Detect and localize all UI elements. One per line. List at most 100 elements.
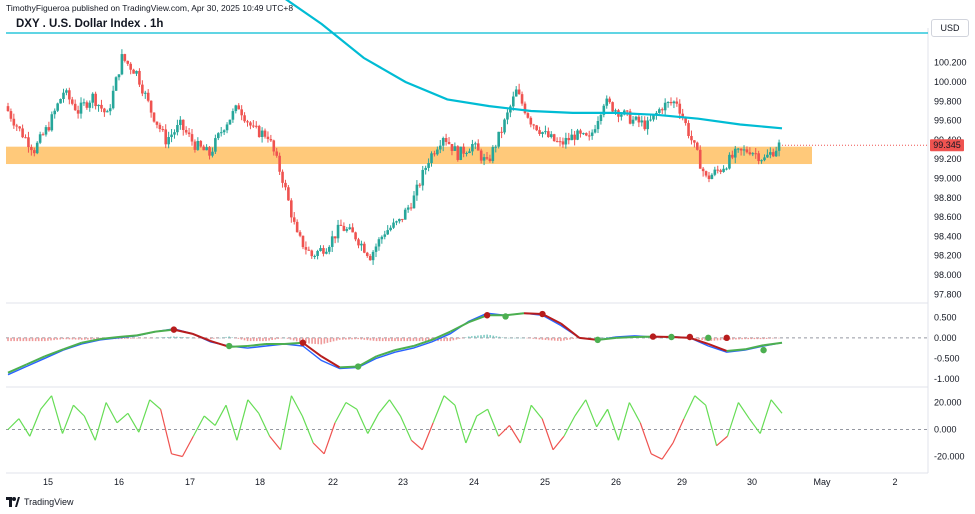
macd-histogram-bar — [16, 337, 19, 342]
osc-line-segment — [61, 404, 74, 434]
osc-line-segment — [607, 409, 620, 441]
macd-histogram-bar — [406, 337, 409, 342]
macd-signal-segment — [81, 338, 101, 344]
candle-body — [634, 116, 638, 120]
candle-body — [728, 154, 731, 169]
candle-body — [219, 132, 223, 134]
price-tick-label: 99.600 — [934, 116, 962, 126]
candle-body — [181, 119, 185, 130]
candle-body — [56, 103, 59, 111]
candle-body — [438, 145, 442, 150]
osc-line-segment — [18, 418, 31, 437]
macd-histogram-bar — [762, 337, 765, 340]
candle-body — [544, 131, 547, 133]
macd-histogram-bar — [157, 337, 160, 339]
candle-body — [503, 119, 506, 133]
macd-histogram-bar — [747, 337, 750, 340]
candle-body — [529, 117, 533, 125]
macd-fast-line — [7, 312, 783, 376]
macd-cross-dot — [354, 363, 362, 370]
macd-histogram-bar — [169, 336, 172, 338]
candle-body — [447, 141, 451, 145]
macd-signal-segment — [394, 345, 414, 352]
candle-body — [164, 129, 168, 145]
price-tick-label: 100.200 — [934, 58, 967, 68]
macd-signal-segment — [744, 344, 764, 351]
macd-histogram-bar — [252, 337, 255, 342]
macd-histogram-bar — [477, 335, 479, 338]
candle-body — [599, 114, 603, 122]
candle-body — [158, 124, 162, 130]
candle-body — [441, 138, 445, 146]
candle-body — [389, 227, 392, 231]
macd-histogram-bar — [498, 336, 501, 338]
x-tick-label: 25 — [540, 477, 550, 487]
candle-body — [85, 102, 89, 108]
candle-body — [436, 149, 439, 155]
candle-body — [53, 110, 57, 115]
macd-histogram-bar — [646, 337, 648, 339]
macd-tick-label: 0.000 — [934, 333, 957, 343]
candle-body — [199, 140, 203, 147]
macd-histogram-bar — [363, 337, 366, 340]
candle-body — [763, 157, 766, 161]
candle-body — [325, 251, 328, 254]
candle-body — [430, 153, 433, 164]
candle-body — [459, 146, 463, 160]
macd-signal-segment — [413, 338, 433, 347]
candle-body — [669, 102, 673, 104]
candle-body — [327, 246, 331, 252]
macd-histogram-bar — [572, 337, 574, 339]
macd-histogram-bar — [354, 337, 356, 340]
macd-cross-dot — [760, 346, 767, 354]
candle-body — [403, 209, 407, 220]
macd-histogram-bar — [765, 337, 768, 339]
macd-histogram-bar — [326, 337, 329, 343]
osc-tick-label: 20.000 — [934, 398, 962, 408]
candle-body — [713, 169, 717, 175]
candle-body — [462, 146, 465, 154]
macd-signal-segment — [431, 330, 451, 341]
candle-body — [351, 227, 354, 233]
macd-histogram-bar — [649, 337, 651, 339]
candle-body — [652, 114, 655, 120]
osc-line-segment — [748, 418, 761, 434]
macd-signal-segment — [62, 341, 83, 351]
candle-body — [322, 248, 325, 254]
macd-histogram-bar — [249, 337, 252, 342]
candle-body — [79, 102, 83, 114]
candle-body — [590, 132, 594, 136]
macd-tick-label: 0.500 — [934, 312, 957, 322]
macd-histogram-bar — [87, 337, 89, 340]
macd-histogram-bar — [535, 337, 538, 340]
macd-histogram-bar — [240, 337, 243, 340]
candle-body — [620, 114, 623, 117]
macd-histogram-bar — [277, 337, 280, 339]
candle-body — [491, 147, 495, 162]
candle-body — [117, 74, 121, 78]
candle-body — [167, 137, 170, 145]
candle-body — [176, 125, 179, 133]
candle-body — [558, 141, 562, 143]
osc-line-segment — [705, 405, 718, 446]
candle-body — [725, 168, 728, 170]
candle-body — [474, 143, 477, 145]
macd-histogram-bar — [759, 337, 762, 340]
macd-histogram-bar — [185, 337, 187, 338]
candle-body — [330, 236, 334, 247]
macd-histogram-bar — [590, 337, 593, 339]
candle-body — [511, 96, 515, 107]
currency-button[interactable]: USD — [931, 19, 969, 37]
osc-line-segment — [454, 405, 467, 444]
candle-body — [561, 141, 565, 145]
tradingview-logo[interactable]: TradingView — [6, 497, 74, 507]
osc-line-segment — [563, 415, 576, 437]
candle-body — [722, 168, 725, 172]
macd-histogram-bar — [409, 337, 412, 342]
candle-body — [287, 187, 290, 201]
macd-histogram-bar — [314, 337, 316, 344]
candle-body — [103, 108, 106, 113]
macd-histogram-bar — [412, 337, 415, 342]
candle-body — [70, 99, 74, 104]
